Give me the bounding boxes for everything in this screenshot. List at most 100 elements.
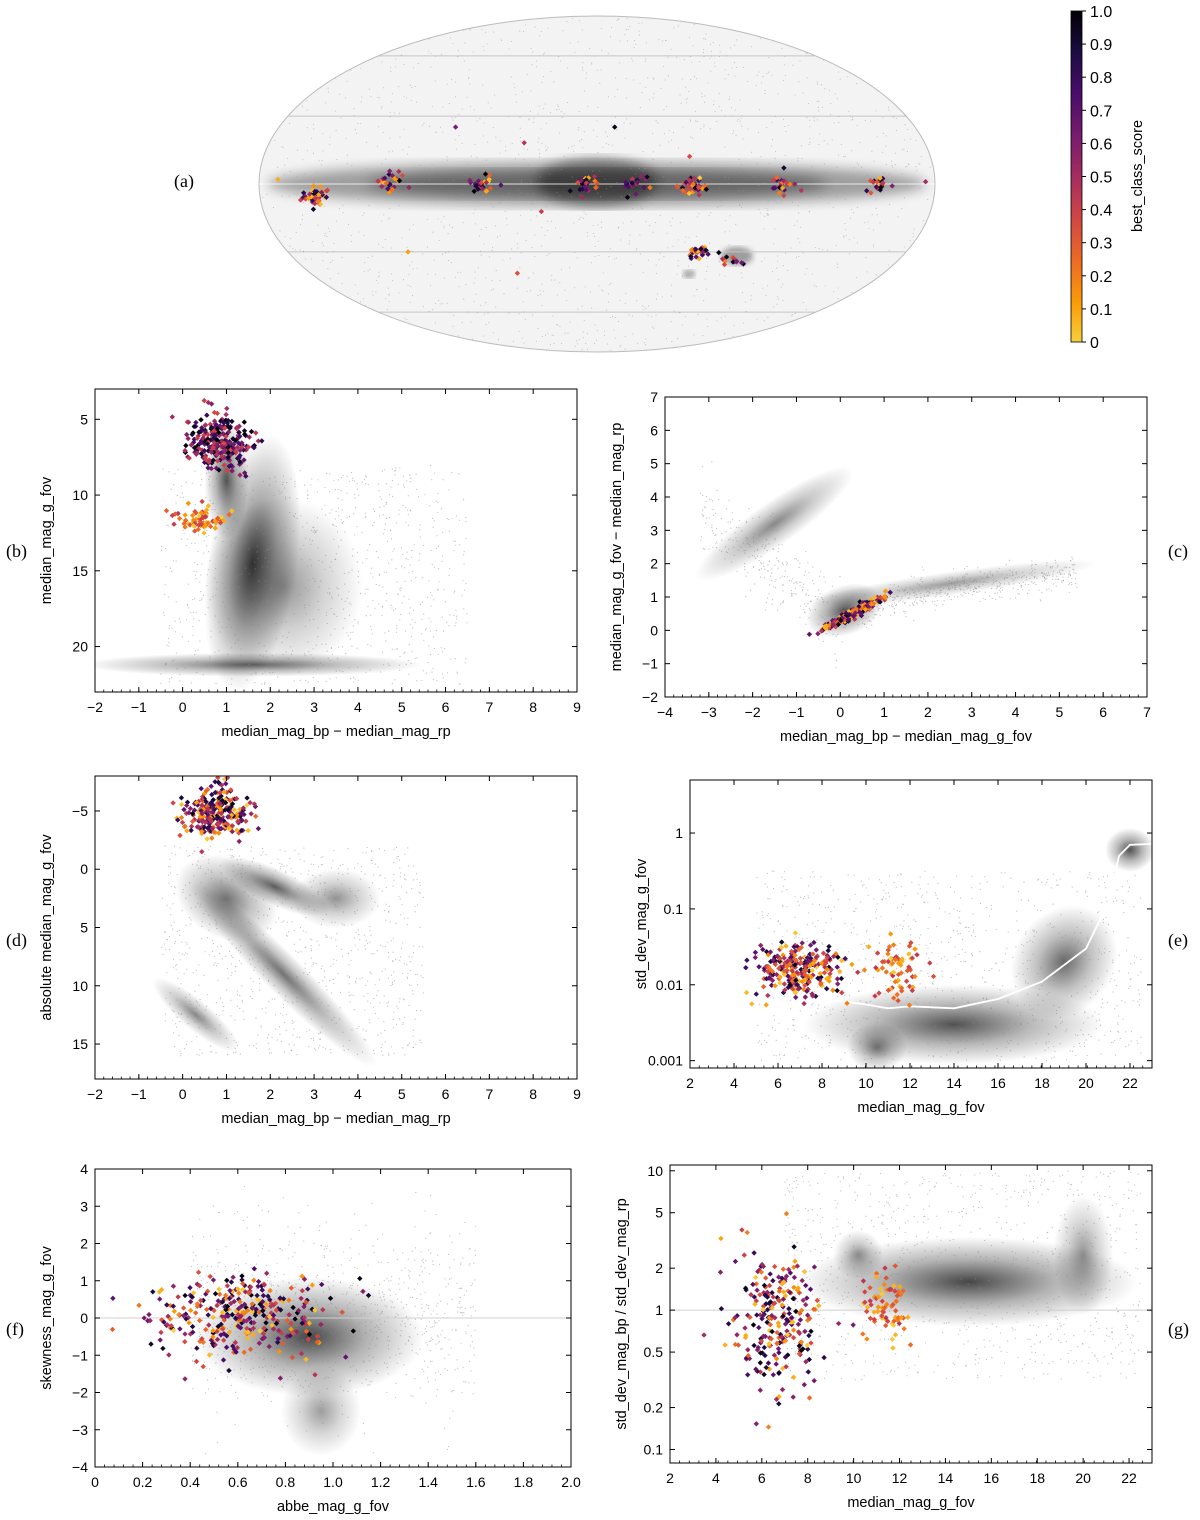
background-source-dot xyxy=(379,944,381,946)
background-source-dot xyxy=(291,921,293,923)
sky-background-star xyxy=(570,195,572,197)
sky-background-star xyxy=(644,86,646,88)
background-source-dot xyxy=(179,674,181,676)
density-blob xyxy=(190,881,377,1068)
background-source-dot xyxy=(172,967,174,969)
sky-background-star xyxy=(813,190,815,193)
background-source-dot xyxy=(386,540,389,543)
background-source-dot xyxy=(348,964,350,966)
background-source-dot xyxy=(399,589,401,592)
background-source-dot xyxy=(975,591,978,593)
sky-background-star xyxy=(417,63,419,65)
axes-frame xyxy=(94,388,578,693)
sky-background-star xyxy=(485,226,487,228)
background-source-dot xyxy=(440,508,443,510)
background-source-dot xyxy=(744,566,746,568)
background-source-dot xyxy=(265,1007,267,1009)
background-source-dot xyxy=(288,931,290,933)
background-source-dot xyxy=(1005,564,1007,566)
sky-background-star xyxy=(589,48,591,50)
sky-background-star xyxy=(783,170,786,172)
sky-background-star xyxy=(438,239,440,242)
background-source-dot xyxy=(367,980,369,982)
density-blob xyxy=(152,977,240,1053)
sky-background-star xyxy=(618,226,620,228)
background-source-dot xyxy=(398,664,400,666)
background-source-dot xyxy=(225,955,227,957)
background-source-dot xyxy=(427,662,429,664)
background-source-dot xyxy=(408,1042,410,1044)
background-source-dot xyxy=(412,1029,414,1031)
sky-background-star xyxy=(446,302,448,304)
sky-background-star xyxy=(391,273,393,275)
sky-background-star xyxy=(866,174,868,176)
background-source-dot xyxy=(171,570,173,573)
sky-background-star xyxy=(784,154,786,156)
sky-background-star xyxy=(732,335,734,338)
background-source-dot xyxy=(351,569,353,571)
background-source-dot xyxy=(196,661,198,663)
background-source-dot xyxy=(393,980,396,982)
background-source-dot xyxy=(270,862,272,865)
background-source-dot xyxy=(705,517,708,519)
sky-background-star xyxy=(667,247,669,249)
background-source-dot xyxy=(173,659,175,661)
sky-background-star xyxy=(916,170,918,172)
sky-background-star xyxy=(428,310,430,312)
sky-background-star xyxy=(741,115,743,117)
background-source-dot xyxy=(342,671,344,673)
background-source-dot xyxy=(350,471,353,474)
background-source-dot xyxy=(397,1007,399,1009)
sky-background-star xyxy=(733,62,736,64)
sky-background-star xyxy=(716,120,718,123)
background-source-dot xyxy=(231,856,233,859)
background-source-dot xyxy=(267,566,269,568)
background-source-dot xyxy=(276,897,278,900)
sky-background-star xyxy=(302,202,304,204)
background-source-dot xyxy=(370,898,373,900)
background-source-dot xyxy=(271,874,273,876)
sky-background-star xyxy=(554,279,556,281)
sky-background-star xyxy=(781,47,783,49)
sky-background-star xyxy=(853,212,855,214)
background-source-dot xyxy=(1053,570,1055,572)
background-source-dot xyxy=(914,595,916,597)
background-source-dot xyxy=(708,498,711,500)
sky-background-star xyxy=(849,253,851,255)
background-source-dot xyxy=(704,522,707,524)
background-source-dot xyxy=(962,576,964,579)
background-source-dot xyxy=(251,623,254,626)
sky-background-star xyxy=(322,150,324,152)
background-source-dot xyxy=(304,604,306,606)
background-source-dot xyxy=(385,886,387,889)
sky-background-star xyxy=(648,99,650,101)
background-source-dot xyxy=(222,1010,224,1012)
sky-background-star xyxy=(442,131,444,133)
background-source-dot xyxy=(354,944,356,946)
background-source-dot xyxy=(290,979,292,981)
sky-background-star xyxy=(867,221,869,223)
sky-background-star xyxy=(341,256,343,258)
sky-background-star xyxy=(773,243,775,245)
background-source-dot xyxy=(205,1027,207,1029)
source-point xyxy=(822,623,828,629)
background-source-dot xyxy=(923,598,925,600)
sky-background-star xyxy=(447,251,450,253)
background-source-dot xyxy=(390,940,393,942)
background-source-dot xyxy=(348,667,350,669)
sky-background-star xyxy=(826,249,829,251)
sky-background-star xyxy=(720,317,722,319)
background-source-dot xyxy=(449,614,451,616)
background-source-dot xyxy=(780,603,782,605)
background-source-dot xyxy=(394,608,396,610)
background-source-dot xyxy=(266,1037,268,1039)
sky-background-star xyxy=(671,217,673,219)
background-source-dot xyxy=(336,945,338,947)
background-source-dot xyxy=(322,664,324,666)
background-source-dot xyxy=(846,609,848,611)
background-source-dot xyxy=(803,608,805,611)
sky-background-star xyxy=(538,156,541,158)
background-source-dot xyxy=(834,609,836,611)
background-source-dot xyxy=(197,867,200,870)
background-source-dot xyxy=(294,877,296,879)
